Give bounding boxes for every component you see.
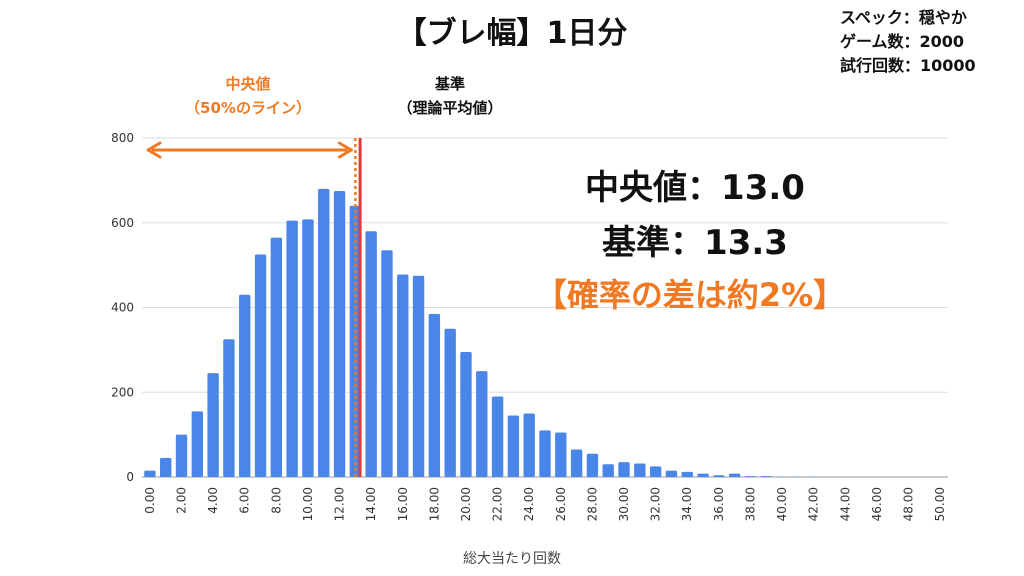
bar-22 xyxy=(491,396,504,477)
x-tick-48.00: 48.00 xyxy=(901,487,915,521)
bar-35 xyxy=(697,473,709,477)
bar-13 xyxy=(349,205,362,478)
median-label: 中央値 （50%のライン） xyxy=(178,72,318,120)
bar-21 xyxy=(476,371,488,477)
difference-note: 【確率の差は約2%】 xyxy=(534,276,846,314)
base-label-title: 基準 xyxy=(434,75,465,93)
x-tick-20.00: 20.00 xyxy=(459,487,473,521)
base-label: 基準 （理論平均値） xyxy=(380,72,520,120)
x-tick-36.00: 36.00 xyxy=(712,487,726,521)
median-arrow-right-head xyxy=(337,141,353,159)
x-tick-38.00: 38.00 xyxy=(743,487,757,521)
bar-30 xyxy=(618,462,630,477)
bar-36 xyxy=(713,475,725,477)
bar-38 xyxy=(744,476,757,477)
reference-lines xyxy=(146,138,362,477)
bar-3 xyxy=(191,411,204,477)
bar-23 xyxy=(507,415,520,477)
bar-8 xyxy=(270,237,283,477)
x-tick-22.00: 22.00 xyxy=(491,487,505,521)
bar-39 xyxy=(760,476,772,477)
y-tick-400: 400 xyxy=(111,301,134,315)
chart-title: 【ブレ幅】1日分 xyxy=(396,16,628,51)
bar-12 xyxy=(333,190,346,477)
bar-0 xyxy=(144,470,156,477)
bar-32 xyxy=(649,466,662,477)
y-tick-labels: 0 200 400 600 800 xyxy=(111,131,134,484)
bar-31 xyxy=(634,463,646,477)
bar-19 xyxy=(444,328,456,477)
x-tick-32.00: 32.00 xyxy=(649,487,663,521)
bar-33 xyxy=(665,470,678,477)
bar-27 xyxy=(570,449,583,477)
x-tick-2.00: 2.00 xyxy=(175,487,189,514)
x-tick-30.00: 30.00 xyxy=(617,487,631,521)
bar-34 xyxy=(681,471,693,477)
median-value-text: 中央値：13.0 xyxy=(585,168,805,208)
bar-15 xyxy=(381,250,393,477)
median-label-title: 中央値 xyxy=(225,75,271,93)
bar-18 xyxy=(428,313,441,477)
y-tick-800: 800 xyxy=(111,131,134,145)
x-tick-42.00: 42.00 xyxy=(807,487,821,521)
spec-box: スペック：穏やか ゲーム数：2000 試行回数：10000 xyxy=(840,6,976,78)
x-tick-labels: 0.00 2.00 4.00 6.00 8.00 10.00 12.00 14.00 16.00… xyxy=(143,487,947,521)
spec-line-trials: 試行回数：10000 xyxy=(840,56,976,75)
spec-line-games: ゲーム数：2000 xyxy=(840,32,965,51)
x-tick-26.00: 26.00 xyxy=(554,487,568,521)
x-tick-14.00: 14.00 xyxy=(364,487,378,521)
bar-9 xyxy=(286,220,298,477)
bar-20 xyxy=(460,351,472,477)
bar-7 xyxy=(254,254,267,477)
bar-10 xyxy=(302,219,314,478)
spec-line-machine: スペック：穏やか xyxy=(840,8,967,27)
base-value-text: 基準：13.3 xyxy=(602,223,788,263)
median-label-sub: （50%のライン） xyxy=(185,99,311,117)
bar-1 xyxy=(160,457,172,477)
x-tick-46.00: 46.00 xyxy=(870,487,884,521)
x-axis-label: 総大当たり回数 xyxy=(463,551,561,567)
bars xyxy=(144,188,820,478)
x-tick-6.00: 6.00 xyxy=(238,487,252,514)
bar-11 xyxy=(318,188,330,477)
x-tick-12.00: 12.00 xyxy=(333,487,347,521)
x-tick-0.00: 0.00 xyxy=(143,487,157,514)
bar-6 xyxy=(239,294,251,477)
base-label-sub: （理論平均値） xyxy=(397,99,503,117)
x-tick-40.00: 40.00 xyxy=(775,487,789,521)
bar-24 xyxy=(523,413,535,477)
x-tick-28.00: 28.00 xyxy=(585,487,599,521)
bar-16 xyxy=(397,274,409,477)
y-tick-200: 200 xyxy=(111,385,134,399)
x-tick-4.00: 4.00 xyxy=(206,487,220,514)
x-tick-24.00: 24.00 xyxy=(522,487,536,521)
x-tick-8.00: 8.00 xyxy=(269,487,283,514)
y-tick-0: 0 xyxy=(126,470,134,484)
bar-25 xyxy=(539,430,551,477)
bar-17 xyxy=(412,275,425,477)
bar-37 xyxy=(728,473,741,477)
bar-14 xyxy=(365,231,377,477)
x-tick-44.00: 44.00 xyxy=(838,487,852,521)
x-tick-18.00: 18.00 xyxy=(427,487,441,521)
bar-28 xyxy=(586,453,599,477)
x-tick-34.00: 34.00 xyxy=(680,487,694,521)
bar-4 xyxy=(207,373,219,477)
bar-26 xyxy=(555,432,567,477)
bar-2 xyxy=(175,434,188,477)
x-tick-16.00: 16.00 xyxy=(396,487,410,521)
x-tick-10.00: 10.00 xyxy=(301,487,315,521)
y-tick-600: 600 xyxy=(111,216,134,230)
median-arrow-left-head xyxy=(146,141,162,159)
bar-29 xyxy=(602,464,614,477)
x-tick-50.00: 50.00 xyxy=(933,487,947,521)
bar-5 xyxy=(223,339,235,477)
